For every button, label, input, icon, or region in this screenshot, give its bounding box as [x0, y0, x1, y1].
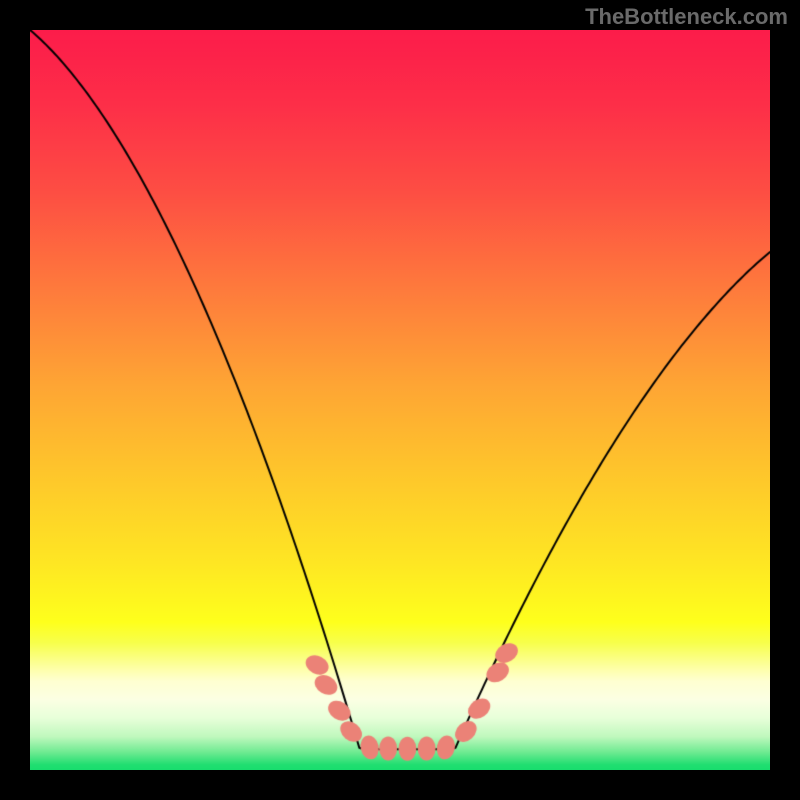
plot-area — [30, 30, 770, 770]
watermark-text: TheBottleneck.com — [585, 4, 788, 30]
bottleneck-curve — [30, 30, 770, 770]
chart-root: TheBottleneck.com — [0, 0, 800, 800]
